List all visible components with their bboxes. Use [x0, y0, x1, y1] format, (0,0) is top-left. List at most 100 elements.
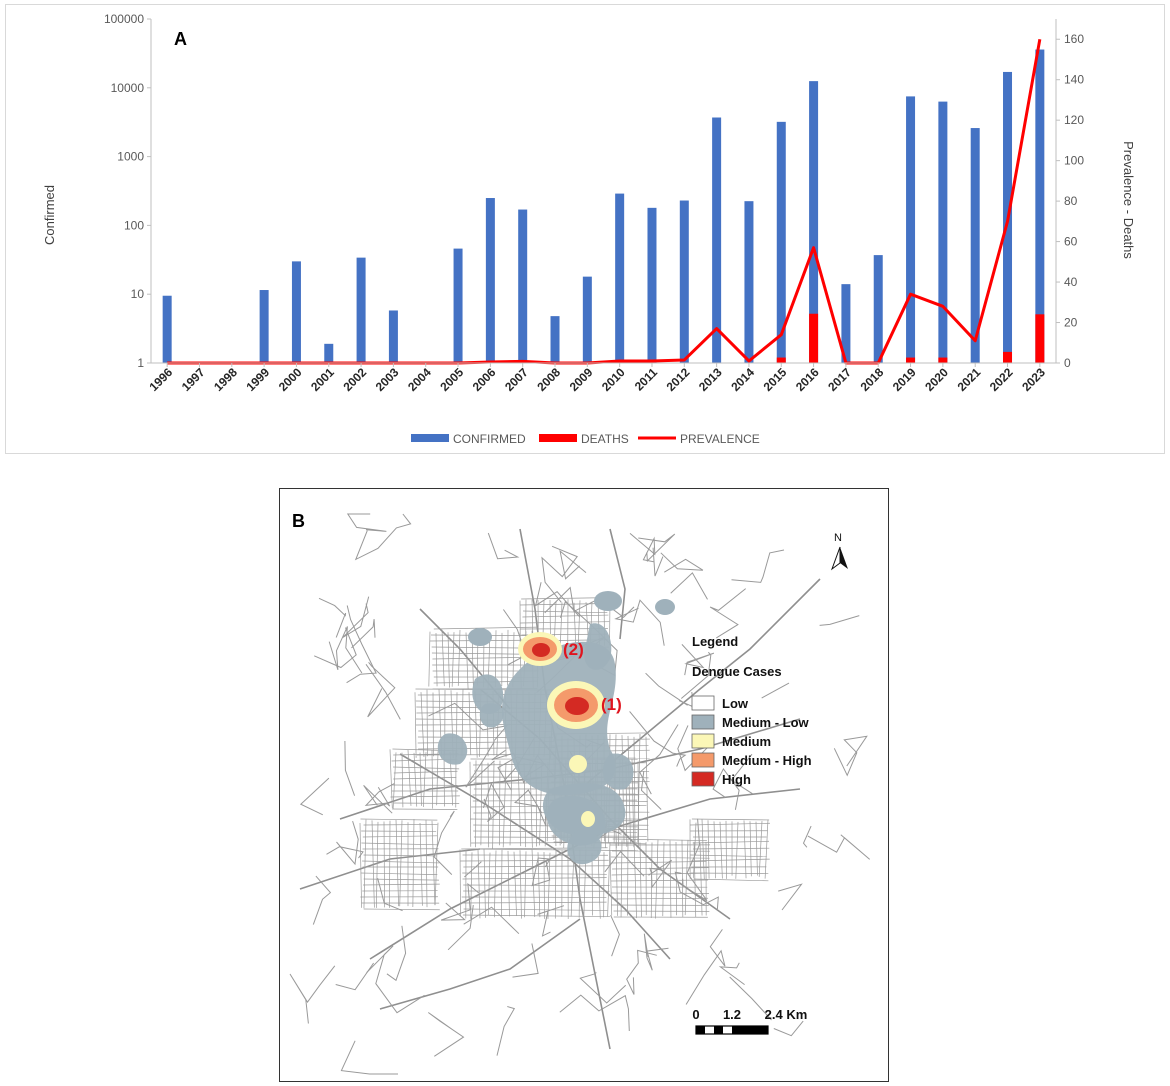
zone-medium-low [655, 599, 675, 615]
street [468, 692, 472, 756]
rural-road [670, 572, 708, 600]
x-tick-label: 2002 [340, 365, 369, 394]
street [693, 878, 769, 882]
street [713, 821, 717, 879]
street [441, 629, 445, 687]
street [725, 820, 727, 879]
street [433, 626, 539, 630]
rural-road [712, 767, 740, 810]
panel-b-map: B N (2) (1) Legend Dengue Cases Low Mediu… [279, 488, 889, 1082]
rural-road [464, 861, 482, 878]
street [719, 821, 723, 879]
y-tick-label: 100 [124, 218, 144, 232]
rural-road [614, 599, 665, 646]
zone-high [565, 697, 589, 715]
north-label: N [834, 532, 842, 544]
rural-road [364, 782, 395, 807]
street [502, 762, 507, 848]
y-tick-label: 10000 [111, 81, 145, 95]
street [611, 861, 707, 864]
street [363, 824, 438, 826]
rural-road [440, 882, 480, 921]
rural-road [579, 972, 627, 1004]
street [428, 631, 431, 687]
street [470, 842, 637, 844]
street [383, 821, 385, 908]
rural-road [428, 1012, 465, 1057]
rural-road [354, 513, 412, 561]
street [513, 851, 517, 916]
street [690, 872, 769, 874]
street [675, 841, 677, 916]
x-tick-label: 2004 [405, 365, 434, 394]
street [537, 852, 541, 918]
panel-b-letter: B [292, 511, 305, 531]
x-tick-label: 2008 [534, 365, 563, 394]
street [371, 820, 375, 908]
street [547, 852, 551, 919]
street [462, 914, 610, 917]
street [520, 603, 607, 606]
rural-road [629, 533, 656, 563]
street [612, 867, 709, 870]
y2-tick-label: 120 [1064, 113, 1084, 127]
rural-road [718, 962, 745, 986]
street [392, 752, 397, 809]
bar-confirmed [841, 284, 851, 363]
x-tick-label: 2001 [308, 365, 337, 394]
street [465, 632, 469, 689]
y2-axis-label: Prevalence - Deaths [1121, 141, 1136, 259]
x-tick-label: 2005 [437, 365, 466, 394]
rural-road [365, 664, 401, 720]
map-legend-swatch [691, 752, 715, 768]
bar-confirmed [356, 257, 366, 363]
rural-road [289, 965, 336, 1024]
rural-road [482, 782, 505, 822]
street [480, 761, 483, 846]
bar-confirmed [647, 207, 657, 363]
map-legend-label: Medium - High [722, 753, 812, 768]
bar-confirmed [776, 121, 786, 364]
y-tick-label: 10 [131, 287, 145, 301]
street [662, 842, 665, 917]
street [399, 820, 403, 907]
street [615, 842, 618, 916]
rural-road [299, 777, 330, 816]
street [469, 761, 472, 847]
hotspot-label-1: (1) [601, 695, 622, 714]
rural-road [344, 740, 356, 796]
street [492, 762, 495, 849]
x-tick-label: 2011 [632, 365, 661, 394]
x-tick-label: 2012 [664, 365, 693, 394]
y2-tick-label: 160 [1064, 32, 1084, 46]
street [681, 839, 684, 918]
street [523, 610, 608, 614]
x-tick-label: 2014 [728, 365, 757, 394]
street [393, 802, 460, 804]
x-tick-label: 1997 [179, 365, 208, 394]
bar-confirmed [291, 261, 301, 363]
rural-road [512, 943, 539, 978]
bar-confirmed [485, 198, 495, 363]
rural-road [531, 857, 551, 887]
rural-road [559, 994, 630, 1032]
x-tick-label: 2013 [696, 365, 725, 394]
rural-road [342, 596, 370, 638]
map-legend-swatch [691, 714, 715, 730]
rural-road [648, 859, 673, 889]
x-tick-label: 2015 [761, 365, 790, 394]
street [457, 629, 461, 686]
street [363, 908, 440, 911]
street [570, 852, 575, 917]
street [451, 632, 455, 687]
x-tick-label: 2009 [567, 365, 596, 394]
bar-deaths [776, 357, 786, 363]
rural-road [386, 925, 407, 982]
street [360, 872, 438, 875]
rural-road [534, 582, 581, 618]
street [610, 856, 710, 859]
rural-road [428, 702, 509, 741]
rural-road [682, 818, 708, 902]
bar-deaths [906, 357, 916, 363]
street [627, 735, 631, 844]
